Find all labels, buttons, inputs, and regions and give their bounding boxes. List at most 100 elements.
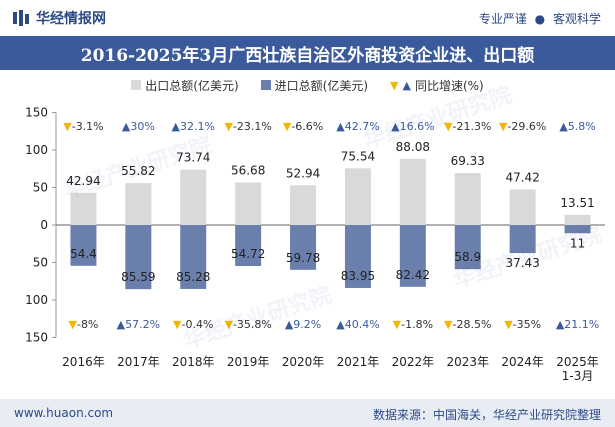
growth-value: -23.1% xyxy=(233,120,272,133)
import-value-label: 11 xyxy=(570,236,585,250)
x-tick-label: 2022年 xyxy=(392,355,435,369)
import-value-label: 58.9 xyxy=(454,250,481,264)
import-bar xyxy=(399,225,426,287)
import-bar xyxy=(180,225,207,289)
growth-value: -21.3% xyxy=(453,120,492,133)
import-growth-label: ▲9.2% xyxy=(285,318,321,331)
import-growth-label: ▲21.1% xyxy=(556,318,599,331)
slogan-left: 专业严谨 xyxy=(478,12,527,26)
footer-site: www.huaon.com xyxy=(14,406,114,420)
export-value-label: 47.42 xyxy=(505,170,539,184)
import-value-label: 59.78 xyxy=(286,251,320,265)
growth-value: -6.6% xyxy=(291,120,323,133)
import-bar xyxy=(125,225,152,290)
logo-icon xyxy=(13,10,29,26)
y-tick-label: 100 xyxy=(25,143,48,157)
import-value-label: 85.28 xyxy=(176,270,210,284)
export-value-label: 56.68 xyxy=(231,163,265,177)
up-triangle-icon: ▲ xyxy=(336,120,345,133)
export-growth-label: ▲30% xyxy=(122,120,155,133)
export-growth-label: ▼-23.1% xyxy=(224,120,271,133)
growth-value: 5.8% xyxy=(568,120,596,133)
export-value-label: 69.33 xyxy=(451,154,485,168)
growth-value: 42.7% xyxy=(345,120,380,133)
x-tick-label: 2023年 xyxy=(446,355,489,369)
chart-title: 2016-2025年3月广西壮族自治区外商投资企业进、出口额 xyxy=(0,36,615,70)
growth-value: 30% xyxy=(130,120,154,133)
growth-value: -35.8% xyxy=(233,318,272,331)
import-growth-label: ▲57.2% xyxy=(117,318,160,331)
slogan: 专业严谨 ● 客观科学 xyxy=(479,10,601,27)
export-growth-label: ▲5.8% xyxy=(559,120,595,133)
down-triangle-icon: ▼ xyxy=(69,318,78,331)
growth-value: -1.8% xyxy=(401,318,433,331)
growth-value: 40.4% xyxy=(345,318,380,331)
import-bar xyxy=(509,225,536,254)
bar-chart: 1501005005010015042.9454.4▼-3.1%▼-8%2016… xyxy=(25,106,605,383)
export-growth-label: ▼-21.3% xyxy=(444,120,491,133)
x-tick-label: 2024年 xyxy=(501,355,544,369)
y-tick-label: 50 xyxy=(33,181,48,195)
import-value-label: 83.95 xyxy=(341,269,375,283)
import-value-label: 85.59 xyxy=(121,270,155,284)
y-tick-label: 100 xyxy=(25,293,48,307)
import-bar xyxy=(290,225,317,270)
export-value-label: 73.74 xyxy=(176,151,210,165)
footer: www.huaon.com 数据来源：中国海关，华经产业研究院整理 xyxy=(0,399,615,427)
down-triangle-icon: ▼ xyxy=(283,120,292,133)
legend-export-swatch xyxy=(131,80,142,90)
export-value-label: 52.94 xyxy=(286,166,320,180)
up-triangle-icon: ▲ xyxy=(336,318,345,331)
x-tick-label: 2019年 xyxy=(227,355,270,369)
growth-value: -0.4% xyxy=(182,318,214,331)
legend-export-label: 出口总额(亿美元) xyxy=(145,78,239,93)
chart-legend: 出口总额(亿美元) 进口总额(亿美元) ▼ ▲ 同比增速(%) xyxy=(0,74,615,96)
down-triangle-icon: ▼ xyxy=(444,318,453,331)
down-triangle-icon: ▼ xyxy=(63,120,72,133)
export-value-label: 75.54 xyxy=(341,149,375,163)
x-tick-label: 2025年 xyxy=(556,355,599,369)
export-bar xyxy=(399,158,426,225)
growth-value: -8% xyxy=(77,318,98,331)
import-bar xyxy=(454,225,481,270)
growth-value: -28.5% xyxy=(453,318,492,331)
x-tick-label: 2018年 xyxy=(172,355,215,369)
import-value-label: 54.72 xyxy=(231,247,265,261)
export-growth-label: ▼-6.6% xyxy=(283,120,323,133)
top-bar: 华经情报网 专业严谨 ● 客观科学 xyxy=(0,0,615,36)
x-tick-label: 2017年 xyxy=(117,355,160,369)
growth-value: 57.2% xyxy=(125,318,160,331)
export-growth-label: ▼-3.1% xyxy=(63,120,103,133)
import-bar xyxy=(564,225,591,234)
up-triangle-icon: ▲ xyxy=(172,120,181,133)
down-triangle-icon: ▼ xyxy=(224,318,233,331)
growth-value: 9.2% xyxy=(293,318,321,331)
export-growth-label: ▼-29.6% xyxy=(499,120,546,133)
export-growth-label: ▲32.1% xyxy=(172,120,215,133)
export-bar xyxy=(235,182,262,225)
down-triangle-icon: ▼ xyxy=(393,318,402,331)
up-triangle-icon: ▲ xyxy=(391,120,400,133)
x-tick-label: 2021年 xyxy=(337,355,380,369)
down-triangle-icon: ▼ xyxy=(504,318,513,331)
footer-source: 数据来源：中国海关，华经产业研究院整理 xyxy=(372,408,601,422)
y-tick-label: 150 xyxy=(25,106,48,120)
legend-import: 进口总额(亿美元) xyxy=(260,77,369,94)
export-growth-label: ▲42.7% xyxy=(336,120,379,133)
down-triangle-icon: ▼ xyxy=(499,120,508,133)
import-value-label: 82.42 xyxy=(396,268,430,282)
y-tick-label: 50 xyxy=(33,256,48,270)
import-growth-label: ▼-8% xyxy=(69,318,99,331)
import-value-label: 37.43 xyxy=(505,256,539,270)
growth-value: 16.6% xyxy=(400,120,435,133)
legend-import-label: 进口总额(亿美元) xyxy=(274,78,369,93)
export-bar xyxy=(564,214,591,225)
growth-value: -29.6% xyxy=(507,120,546,133)
growth-value: 32.1% xyxy=(180,120,215,133)
import-bar xyxy=(70,225,97,266)
up-triangle-icon: ▲ xyxy=(122,120,131,133)
up-triangle-icon: ▲ xyxy=(117,318,126,331)
legend-down-triangle-icon: ▼ xyxy=(390,78,399,92)
slogan-dot: ● xyxy=(534,12,546,26)
export-bar xyxy=(290,185,317,225)
